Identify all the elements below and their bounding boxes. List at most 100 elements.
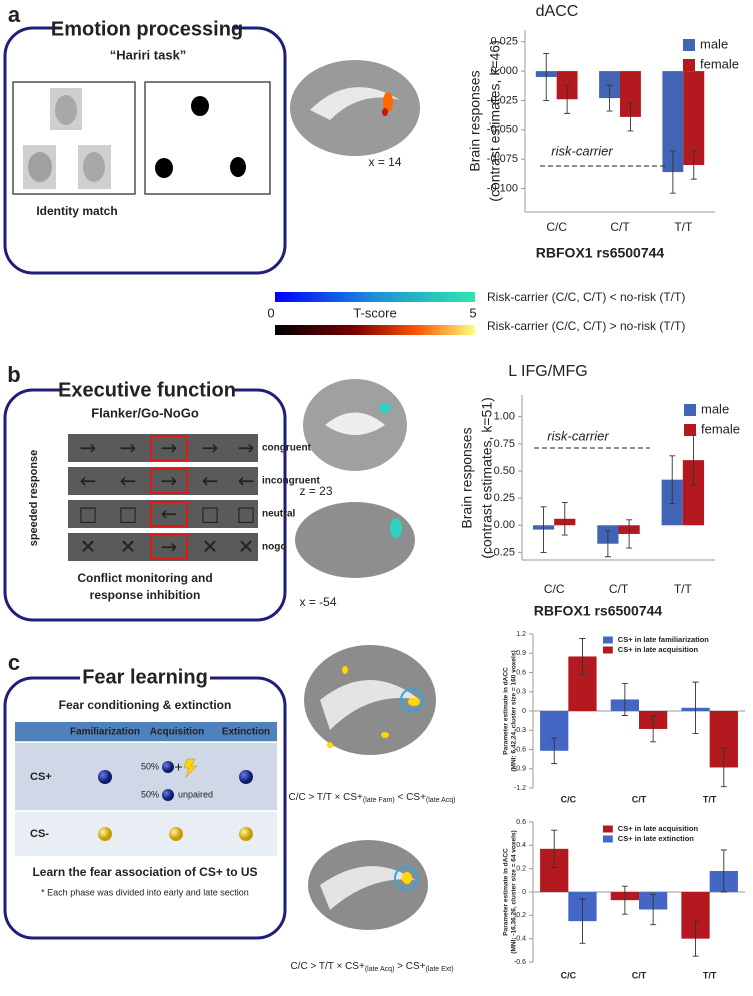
panel-letter: b — [7, 362, 20, 387]
x-tick-label: T/T — [703, 794, 717, 804]
legend-swatch — [603, 646, 613, 654]
stimulus: ← — [238, 469, 255, 493]
target-box — [150, 534, 188, 560]
caption-part: (late Fam) — [363, 797, 395, 804]
y-tick-label: 0.4 — [516, 842, 526, 849]
task-name: Fear conditioning & extinction — [59, 698, 232, 712]
title-backdrop — [62, 380, 232, 402]
error-bar — [626, 519, 633, 549]
axis-label: speeded response — [28, 450, 40, 547]
legend-label: CS+ in late acquisition — [618, 645, 699, 654]
x-tick-label: C/T — [632, 794, 647, 804]
y-axis-label: (MNI: 6,42,24, cluster size = 160 voxels… — [511, 650, 518, 771]
x-tick-label: T/T — [674, 220, 693, 234]
stimulus: ✕ — [238, 535, 255, 559]
summary: Learn the fear association of CS+ to US — [32, 865, 257, 879]
caption-part: > CS+ — [394, 961, 425, 972]
legend-swatch — [683, 59, 695, 71]
stimulus: ← — [80, 469, 97, 493]
y-tick-label: 0 — [522, 708, 526, 715]
y-tick-label: 0.50 — [494, 465, 515, 477]
row-label: congruent — [262, 443, 312, 454]
y-tick-label: 0 — [522, 889, 526, 896]
table-header: Familiarization — [70, 727, 140, 738]
error-bar — [551, 829, 558, 868]
slice-label: z = 23 — [299, 484, 332, 498]
bar — [599, 71, 620, 99]
error-bar — [650, 893, 657, 926]
target-box — [150, 468, 188, 494]
bar — [662, 71, 684, 173]
chart-title: dACC — [536, 3, 579, 20]
x-axis-label: RBFOX1 rs6500744 — [536, 245, 665, 261]
stimulus: □ — [79, 502, 98, 526]
y-tick-label: -0.3 — [514, 727, 526, 734]
y-tick-label: 0.6 — [516, 819, 526, 826]
faces — [23, 88, 111, 189]
caption-part: < CS+ — [395, 792, 426, 803]
error-bar — [690, 150, 697, 180]
brain-caption: C/C > T/T × CS+(late Acq) > CS+(late Ext… — [290, 961, 453, 974]
y-tick-label: 0.6 — [516, 669, 526, 676]
colorbar-min: 0 — [267, 305, 274, 320]
y-axis-label: Parameter estimate in dACC — [503, 848, 510, 936]
y-axis-label: (contrast estimates, k=46) — [487, 40, 503, 201]
stimulus: ✕ — [80, 535, 97, 559]
y-tick-label: 1.2 — [516, 631, 526, 638]
error-bar — [720, 849, 727, 893]
target-box — [150, 501, 188, 527]
stimulus: □ — [237, 502, 256, 526]
legend-swatch — [683, 39, 695, 51]
x-tick-label: C/C — [561, 970, 577, 980]
legend-label: male — [701, 401, 729, 416]
panel-title: Fear learning — [82, 666, 208, 688]
caption-part: C/C > T/T × CS+ — [288, 792, 363, 803]
colorbar-max: 5 — [469, 305, 476, 320]
x-tick-label: T/T — [703, 970, 717, 980]
y-tick-label: -0.025 — [487, 94, 518, 106]
flanker-rows — [68, 434, 258, 561]
y-axis-label: Brain responses — [467, 70, 483, 171]
error-bar — [543, 53, 550, 101]
stimulus: → — [238, 436, 255, 460]
bar — [682, 460, 705, 526]
error-bar — [720, 747, 727, 788]
caption: Conflict monitoring and — [77, 571, 212, 585]
y-axis-label: (MNI: -16,36,26, cluster size = 64 voxel… — [511, 830, 518, 953]
stimulus: ✕ — [202, 535, 219, 559]
error-bar — [692, 920, 699, 957]
row-header: CS+ — [30, 771, 52, 783]
y-tick-label: 0.3 — [516, 689, 526, 696]
x-tick-label: C/C — [561, 794, 577, 804]
legend-label: CS+ in late familiarization — [618, 635, 709, 644]
panel-letter: c — [8, 650, 20, 675]
error-bar — [564, 84, 571, 114]
caption-part: (late Ext) — [426, 966, 454, 973]
error-bar — [669, 455, 676, 505]
caption-part: (late Acq) — [426, 797, 456, 804]
y-tick-label: -0.25 — [490, 546, 515, 558]
caption-part: C/C > T/T × CS+ — [290, 961, 365, 972]
y-tick-label: -0.050 — [487, 124, 518, 136]
panel-letter: a — [8, 2, 21, 27]
error-bar — [621, 682, 628, 716]
x-axis-label: RBFOX1 rs6500744 — [534, 603, 663, 619]
stimulus: ✕ — [120, 535, 137, 559]
row-label: neutral — [262, 509, 296, 520]
stimulus: → — [202, 436, 219, 460]
error-bar — [692, 681, 699, 734]
legend-label: CS+ in late acquisition — [618, 824, 699, 833]
slice-label: x = -54 — [299, 595, 336, 609]
x-tick-label: C/T — [610, 220, 630, 234]
error-bar — [669, 150, 676, 194]
error-bar — [579, 638, 586, 675]
row-label: nogo — [262, 542, 286, 553]
y-tick-label: -0.9 — [514, 766, 526, 773]
error-bar — [627, 102, 634, 132]
stimulus: → — [80, 436, 97, 460]
y-tick-label: -0.100 — [487, 182, 518, 194]
y-tick-label: 0.000 — [490, 65, 518, 77]
title-backdrop — [80, 666, 210, 688]
y-tick-label: -0.2 — [514, 912, 526, 919]
